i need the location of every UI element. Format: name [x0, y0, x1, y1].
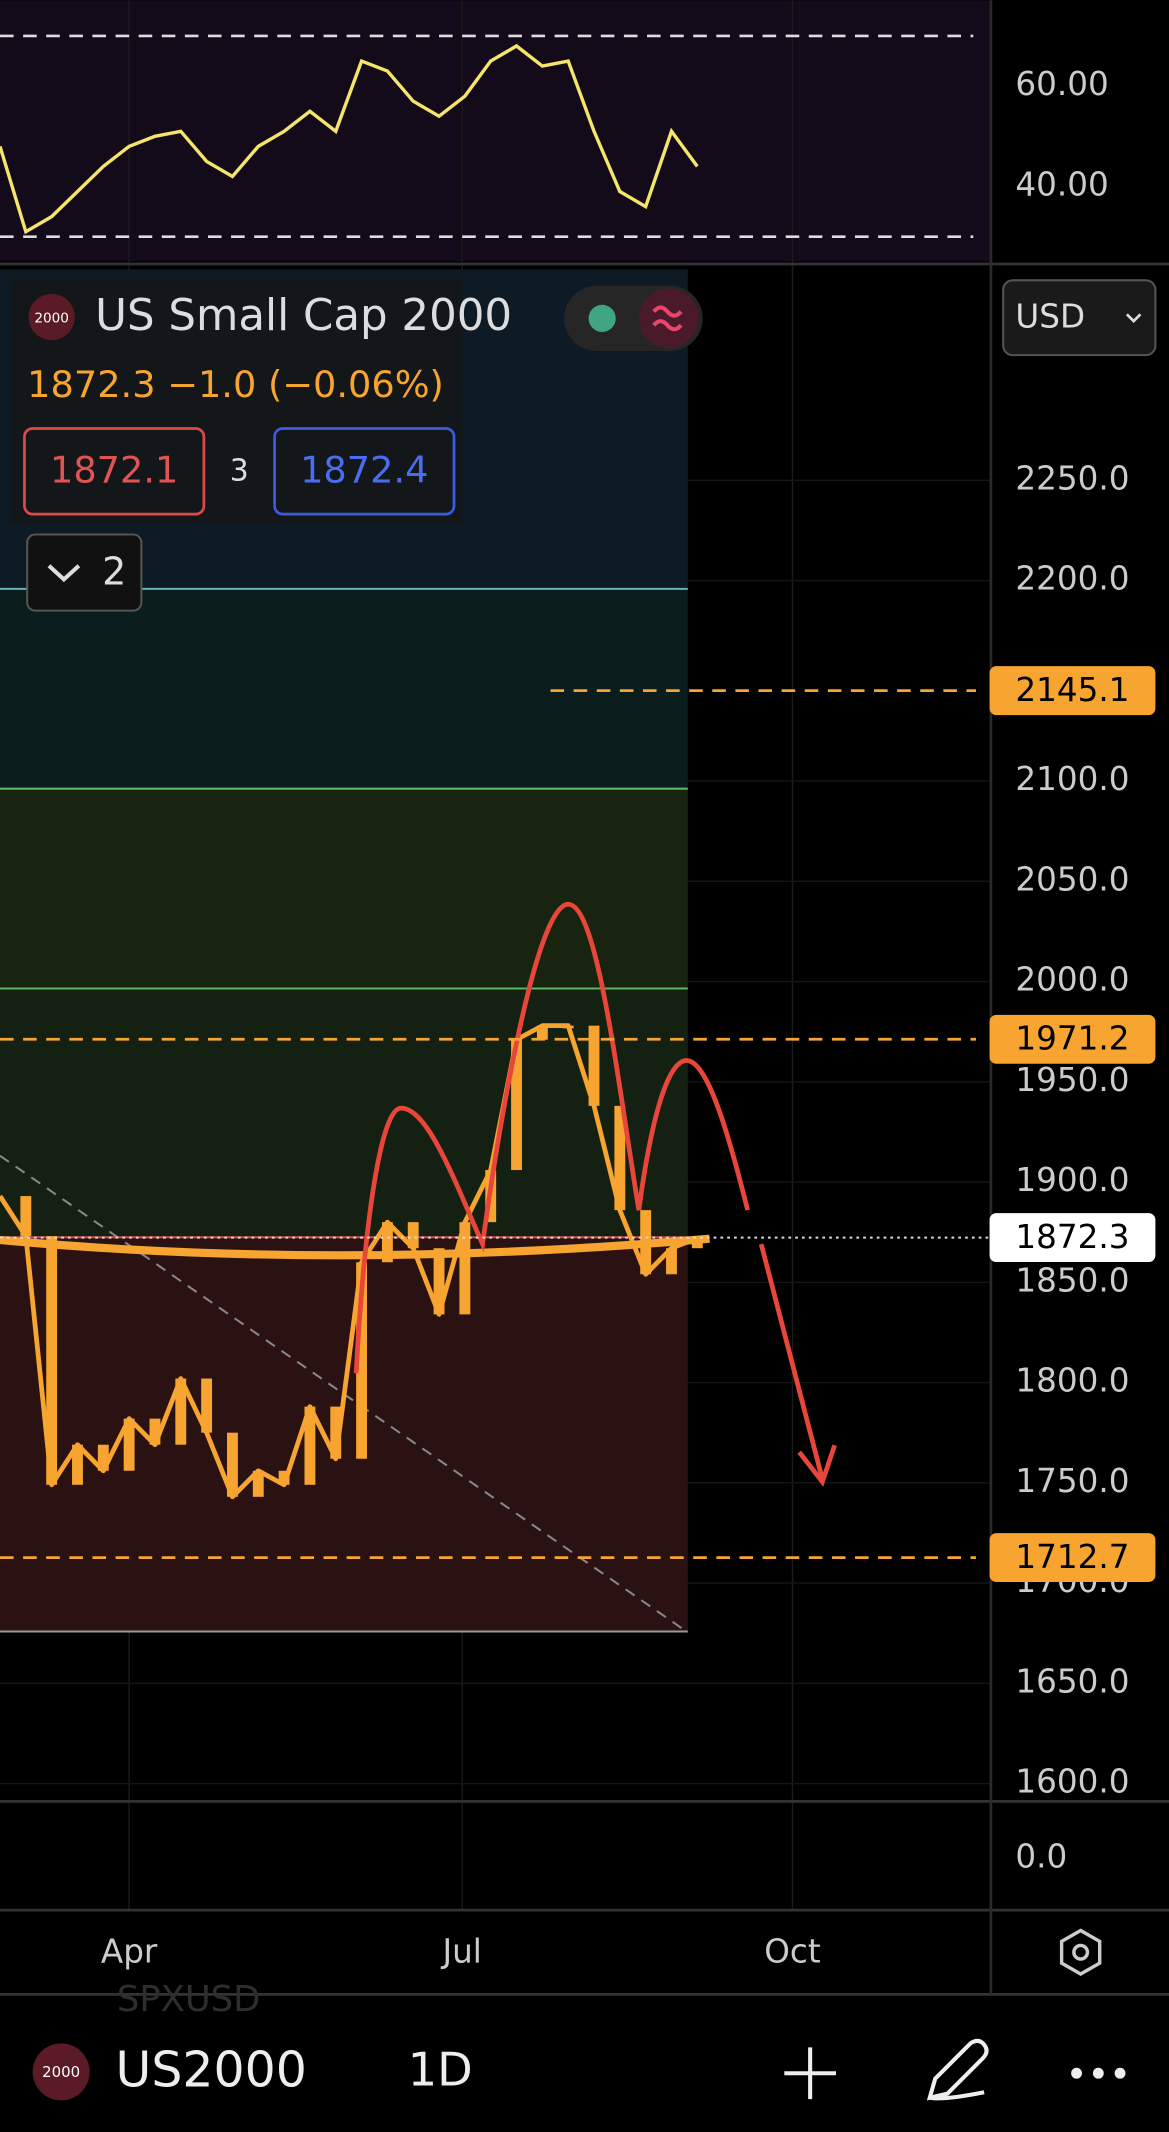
settings-icon-center [1072, 1943, 1090, 1961]
currency[interactable]: USD [1015, 297, 1085, 335]
rsi-tick-label: 40.00 [1015, 166, 1108, 204]
candle [459, 1222, 471, 1315]
candle [562, 1025, 574, 1029]
y-tick-label: 2250.0 [1015, 459, 1129, 497]
candle [97, 1444, 109, 1471]
ask[interactable]: 1872.4 [300, 448, 428, 491]
down-arrow [758, 1243, 825, 1480]
y-tick-label: 1850.0 [1015, 1261, 1129, 1299]
rsi-tick-label: 60.00 [1015, 65, 1108, 103]
candle [407, 1222, 419, 1249]
level-label-box [989, 666, 1156, 716]
y-tick-label: 1900.0 [1015, 1161, 1129, 1199]
candle [330, 1406, 342, 1459]
price-levels [0, 689, 990, 1559]
badge-text: 2000 [34, 310, 69, 326]
drawings [0, 901, 837, 1487]
rsi-panel [0, 0, 990, 262]
candle [433, 1248, 445, 1315]
spread: 3 [230, 453, 249, 488]
x-tick-label: Oct [764, 1933, 820, 1971]
candle [304, 1406, 316, 1485]
candle [175, 1378, 187, 1445]
head-shoulders [353, 901, 750, 1374]
x-tick-label: Jul [440, 1933, 481, 1971]
more-icon[interactable] [1071, 2067, 1126, 2079]
toolbar-interval[interactable]: 1D [408, 2043, 473, 2097]
x-tick-label: Apr [101, 1933, 158, 1971]
dropdown-icon [1125, 313, 1142, 324]
last-price-label: 1872.3 [1015, 1218, 1129, 1256]
settings-icon[interactable] [1059, 1928, 1102, 1976]
last-price-box [989, 1213, 1156, 1263]
y-tick-label: 1800.0 [1015, 1362, 1129, 1400]
rsi-line [0, 43, 699, 235]
arrow-head [797, 1444, 837, 1487]
toolbar-symbol[interactable]: US2000 [116, 2042, 307, 2099]
candle [252, 1470, 264, 1497]
level-label-box [989, 1014, 1156, 1064]
y-tick-label: 1750.0 [1015, 1462, 1129, 1500]
candle [511, 1039, 522, 1171]
candle [536, 1025, 548, 1040]
candle [20, 1196, 32, 1237]
candle [149, 1418, 161, 1445]
buy-button[interactable] [273, 427, 456, 516]
support-line [0, 1234, 710, 1260]
symbol-name[interactable]: US Small Cap 2000 [95, 291, 512, 341]
price-axis: 60.00 40.00 2250.0 2200.0 2100.0 2050.0 2000.0… [989, 65, 1156, 1875]
toolbar-badge [32, 2043, 90, 2101]
candle [201, 1378, 213, 1433]
macd-tick-label: 0.0 [1015, 1837, 1067, 1875]
legend-panel [10, 278, 463, 524]
y-tick-label: 2200.0 [1015, 560, 1129, 598]
level-label: 1971.2 [1015, 1020, 1129, 1058]
ghost-symbol: SPXUSD [117, 1979, 260, 2020]
quote: 1872.3 −1.0 (−0.06%) [27, 363, 444, 406]
y-tick-label: 2100.0 [1015, 760, 1129, 798]
candle [356, 1262, 368, 1459]
bid[interactable]: 1872.1 [50, 448, 178, 491]
candle [614, 1105, 626, 1211]
candle [381, 1222, 393, 1263]
draw-icon[interactable] [926, 2038, 989, 2101]
collapsed-count: 2 [102, 549, 126, 593]
indicator-toggle[interactable] [638, 288, 699, 349]
candle [278, 1470, 290, 1485]
candle [666, 1248, 677, 1275]
collapse-button[interactable] [26, 533, 143, 612]
sell-button[interactable] [23, 427, 206, 516]
time-axis: Apr Jul Oct [101, 1933, 821, 1971]
level-label: 1712.7 [1015, 1538, 1129, 1576]
y-tick-label: 1600.0 [1015, 1763, 1129, 1801]
chevron-icon [47, 564, 81, 583]
candle [46, 1236, 58, 1485]
candle [227, 1432, 238, 1497]
y-tick-label: 2000.0 [1015, 961, 1129, 999]
y-tick-label: 1650.0 [1015, 1662, 1129, 1700]
candle [588, 1025, 600, 1106]
symbol-badge [28, 293, 75, 341]
toolbar-badge-text: 2000 [42, 2063, 80, 2081]
currency-select[interactable] [1002, 279, 1157, 357]
level-label-box [989, 1533, 1156, 1583]
y-tick-label: 1950.0 [1015, 1061, 1129, 1099]
candle [123, 1418, 135, 1471]
price-line [0, 1023, 699, 1500]
level-label: 2145.1 [1015, 671, 1129, 709]
status-dot [588, 304, 616, 332]
wave-icon [652, 305, 683, 332]
candle [72, 1444, 83, 1485]
add-icon[interactable] [784, 2047, 836, 2100]
y-tick-label: 2050.0 [1015, 860, 1129, 898]
